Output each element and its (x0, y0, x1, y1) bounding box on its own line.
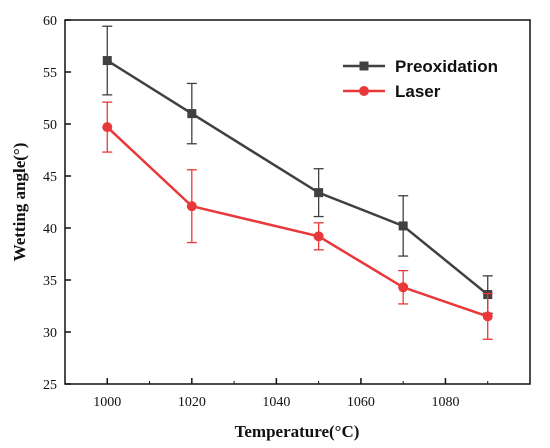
y-tick-label: 40 (43, 222, 57, 237)
legend-marker (359, 86, 369, 96)
legend: Preoxidation Laser (343, 57, 498, 101)
data-point (482, 311, 493, 322)
y-tick-label: 50 (43, 118, 57, 133)
y-axis-title: Wetting angle(°) (10, 143, 29, 262)
legend-item: Laser (343, 82, 441, 101)
legend-item: Preoxidation (343, 57, 498, 76)
legend-label: Laser (395, 82, 441, 101)
x-tick-label: 1080 (431, 395, 459, 410)
data-point (313, 231, 324, 242)
data-point (398, 282, 409, 293)
data-point (186, 201, 197, 212)
x-tick-label: 1020 (178, 395, 206, 410)
y-tick-label: 35 (43, 274, 57, 289)
data-point (398, 221, 408, 231)
plot-frame (64, 19, 531, 385)
y-tick-label: 30 (43, 326, 57, 341)
legend-marker (359, 61, 369, 71)
legend-label: Preoxidation (395, 57, 498, 76)
y-tick-label: 60 (43, 14, 57, 29)
data-point (314, 188, 324, 198)
x-tick-label: 1000 (93, 395, 121, 410)
data-point (102, 56, 112, 66)
data-point (187, 109, 197, 119)
x-axis-title: Temperature(°C) (235, 422, 360, 441)
x-tick-label: 1040 (262, 395, 290, 410)
y-tick-label: 55 (43, 66, 57, 81)
data-point (102, 122, 113, 133)
y-tick-label: 45 (43, 170, 57, 185)
series-line (106, 126, 489, 318)
series-laser (102, 101, 493, 340)
y-tick-label: 25 (43, 378, 57, 393)
x-tick-label: 1060 (347, 395, 375, 410)
